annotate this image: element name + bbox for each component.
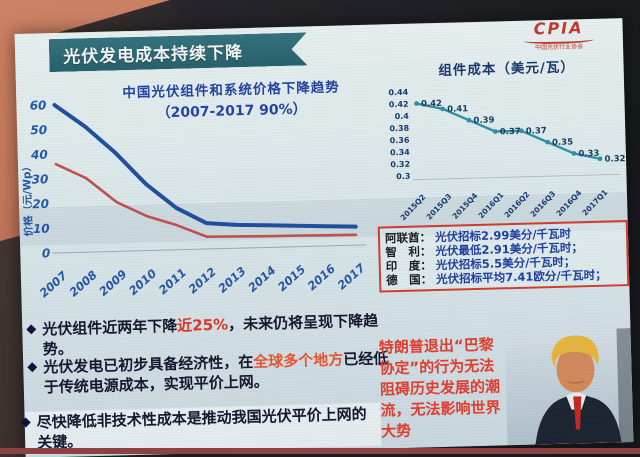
svg-text:30: 30 bbox=[31, 172, 48, 186]
svg-text:2013: 2013 bbox=[215, 264, 248, 296]
svg-text:2014: 2014 bbox=[245, 263, 278, 295]
svg-text:0.36: 0.36 bbox=[390, 136, 410, 146]
diamond-bullet-icon: ◆ bbox=[26, 321, 37, 337]
svg-text:2017Q1: 2017Q1 bbox=[580, 188, 609, 218]
svg-text:0.33: 0.33 bbox=[578, 149, 599, 160]
svg-text:0.38: 0.38 bbox=[389, 124, 409, 134]
svg-text:2012: 2012 bbox=[186, 265, 219, 297]
svg-text:2015Q4: 2015Q4 bbox=[451, 191, 480, 221]
bullet-grid-parity: ◆ 光伏发电已初步具备经济性，在全球多个地方已经低于传统电源成本，实现平价上网。 bbox=[27, 348, 398, 398]
svg-text:0.41: 0.41 bbox=[447, 104, 468, 115]
svg-text:0.34: 0.34 bbox=[390, 148, 410, 158]
cpia-logo: CPIA 中国光伏行业协会 bbox=[510, 18, 607, 53]
svg-text:0.42: 0.42 bbox=[389, 100, 409, 110]
svg-text:2017: 2017 bbox=[335, 261, 368, 293]
svg-text:2016: 2016 bbox=[305, 261, 338, 293]
title-ribbon: 光伏发电成本持续下降 bbox=[49, 32, 308, 72]
svg-text:0.37: 0.37 bbox=[500, 127, 521, 138]
svg-text:40: 40 bbox=[30, 148, 48, 162]
svg-text:0.35: 0.35 bbox=[552, 137, 573, 148]
svg-text:0.39: 0.39 bbox=[473, 115, 494, 126]
bullet-text: 光伏发电已初步具备经济性，在全球多个地方已经低于传统电源成本，实现平价上网。 bbox=[43, 349, 389, 397]
svg-text:0.32: 0.32 bbox=[390, 160, 410, 170]
diamond-bullet-icon: ◆ bbox=[27, 359, 38, 375]
trump-portrait-illustration bbox=[504, 328, 634, 446]
svg-text:0.44: 0.44 bbox=[388, 88, 408, 98]
svg-text:2009: 2009 bbox=[96, 267, 129, 299]
svg-text:20: 20 bbox=[32, 197, 49, 211]
svg-text:0.37: 0.37 bbox=[526, 126, 547, 137]
svg-text:2016Q4: 2016Q4 bbox=[554, 188, 583, 218]
slide-title: 光伏发电成本持续下降 bbox=[62, 43, 244, 68]
svg-text:0.4: 0.4 bbox=[395, 112, 410, 121]
svg-text:10: 10 bbox=[33, 222, 50, 236]
international-bid-price-box: 阿联酋： 光伏招标2.99美分/千瓦时 智 利： 光伏最低2.91美分/千瓦时；… bbox=[377, 220, 630, 293]
bullet-non-technical-cost: ◆ 尽快降低非技术性成本是推动我国光伏平价上网的关键。 bbox=[21, 402, 382, 455]
svg-text:2016Q2: 2016Q2 bbox=[503, 190, 532, 220]
svg-text:2016Q3: 2016Q3 bbox=[528, 189, 557, 219]
trump-statement-text: 特朗普退出“巴黎协定”的行为无法阻碍历史发展的潮流，无法影响世界大势 bbox=[378, 335, 501, 441]
svg-text:2007: 2007 bbox=[37, 268, 70, 300]
svg-text:价格（元/Wp）: 价格（元/Wp） bbox=[20, 161, 35, 237]
cpia-logo-subtext: 中国光伏行业协会 bbox=[534, 43, 584, 52]
bottom-red-strip bbox=[0, 448, 640, 454]
svg-text:2010: 2010 bbox=[126, 266, 159, 298]
trump-photo bbox=[504, 328, 634, 446]
svg-text:2015Q3: 2015Q3 bbox=[425, 192, 454, 222]
svg-text:2015Q2: 2015Q2 bbox=[399, 192, 428, 222]
svg-text:0.3: 0.3 bbox=[396, 172, 410, 181]
svg-text:60: 60 bbox=[30, 98, 47, 112]
svg-text:2011: 2011 bbox=[156, 265, 189, 297]
china-price-trend-chart: 0102030405060价格（元/Wp）2007200820092010201… bbox=[20, 98, 368, 300]
svg-text:0.32: 0.32 bbox=[604, 154, 625, 165]
slide: 光伏发电成本持续下降 CPIA 中国光伏行业协会 中国光伏组件和系统价格下降趋势… bbox=[14, 18, 634, 457]
module-cost-chart: 0.440.420.40.380.360.340.320.32015Q22015… bbox=[388, 88, 625, 223]
svg-text:2016Q1: 2016Q1 bbox=[477, 190, 506, 220]
svg-text:50: 50 bbox=[30, 123, 47, 137]
svg-text:0: 0 bbox=[42, 246, 51, 260]
bullet-text: 尽快降低非技术性成本是推动我国光伏平价上网的关键。 bbox=[36, 404, 367, 452]
svg-text:2008: 2008 bbox=[66, 268, 99, 300]
svg-text:2015: 2015 bbox=[275, 262, 308, 294]
svg-text:0.42: 0.42 bbox=[421, 99, 442, 110]
